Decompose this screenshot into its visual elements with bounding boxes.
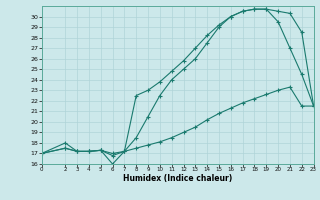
X-axis label: Humidex (Indice chaleur): Humidex (Indice chaleur)	[123, 174, 232, 183]
